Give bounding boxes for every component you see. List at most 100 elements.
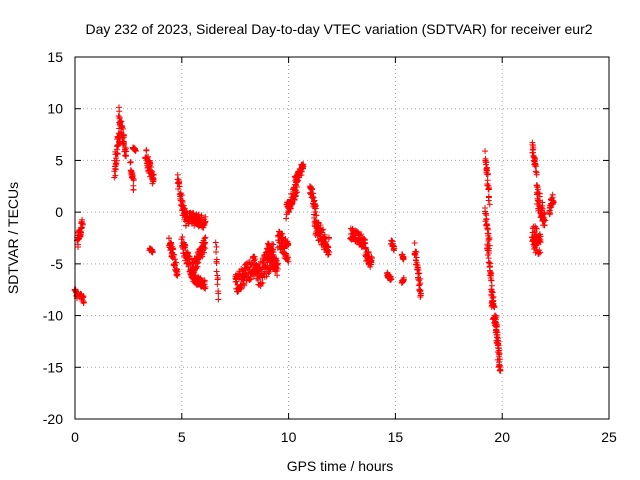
data-point xyxy=(494,337,501,344)
y-tick-label: -20 xyxy=(43,411,63,427)
data-point xyxy=(536,250,543,257)
data-point xyxy=(120,139,127,146)
y-tick-label: -15 xyxy=(43,359,63,375)
data-point xyxy=(175,186,182,193)
data-point xyxy=(201,235,208,242)
data-point xyxy=(497,367,504,374)
data-point xyxy=(321,231,328,238)
data-point xyxy=(485,237,492,244)
data-point xyxy=(486,263,493,270)
data-point xyxy=(178,192,185,199)
data-point xyxy=(129,173,136,180)
data-point xyxy=(179,199,186,206)
data-point xyxy=(485,194,492,201)
data-point xyxy=(150,171,157,178)
x-tick-label: 25 xyxy=(601,429,617,445)
data-point xyxy=(213,260,220,267)
data-point xyxy=(170,246,177,253)
data-point xyxy=(482,148,489,155)
data-point xyxy=(492,312,499,319)
chart-title: Day 232 of 2023, Sidereal Day-to-day VTE… xyxy=(85,21,592,37)
data-point xyxy=(413,248,420,255)
data-point xyxy=(537,239,544,246)
data-point xyxy=(413,259,420,266)
data-point xyxy=(533,225,540,232)
data-point xyxy=(174,171,181,178)
data-point xyxy=(325,234,332,241)
data-point xyxy=(115,112,122,119)
data-point xyxy=(495,338,502,345)
data-point xyxy=(540,216,547,223)
y-tick-label: 0 xyxy=(55,204,63,220)
data-point xyxy=(113,157,120,164)
data-point xyxy=(534,186,541,193)
data-point xyxy=(80,293,87,299)
data-point xyxy=(400,274,407,281)
data-point xyxy=(486,201,493,208)
data-point xyxy=(417,280,424,287)
data-point xyxy=(549,194,556,201)
data-point xyxy=(388,276,395,283)
data-point xyxy=(80,299,87,306)
data-point xyxy=(362,239,369,246)
data-point xyxy=(294,178,301,185)
data-point xyxy=(202,234,209,241)
data-point xyxy=(270,251,277,258)
y-tick-label: -5 xyxy=(51,256,64,272)
data-point xyxy=(486,236,493,243)
data-point xyxy=(294,184,301,191)
data-point xyxy=(491,304,498,311)
data-point xyxy=(198,212,205,219)
data-point xyxy=(285,241,292,248)
data-point xyxy=(400,254,407,261)
y-tick-label: 10 xyxy=(47,101,63,117)
data-point xyxy=(535,190,542,197)
data-point xyxy=(533,163,540,170)
data-point xyxy=(213,243,220,250)
data-point xyxy=(541,210,548,217)
data-point xyxy=(112,172,119,179)
data-point xyxy=(123,145,130,152)
data-point xyxy=(195,259,202,266)
data-point xyxy=(485,186,492,193)
data-point xyxy=(496,364,503,371)
data-point xyxy=(489,289,496,296)
data-point xyxy=(165,235,172,242)
axis-ticks: 0 5 10 15 20 25 -20 -15 -10 -5 0 5 10 15 xyxy=(43,49,617,445)
data-point xyxy=(496,356,503,363)
data-point xyxy=(173,259,180,266)
data-point xyxy=(115,142,122,149)
data-point xyxy=(176,180,183,187)
data-point xyxy=(530,146,537,153)
data-point xyxy=(241,282,248,289)
data-point xyxy=(541,222,548,229)
x-tick-label: 20 xyxy=(494,429,510,445)
data-point xyxy=(170,251,177,258)
data-point xyxy=(416,277,423,284)
x-axis-label: GPS time / hours xyxy=(287,458,394,474)
x-tick-label: 10 xyxy=(281,429,297,445)
data-point xyxy=(320,226,327,233)
data-point xyxy=(132,148,139,155)
data-point xyxy=(234,288,241,295)
y-tick-label: 5 xyxy=(55,152,63,168)
data-point xyxy=(485,249,492,256)
data-point xyxy=(283,215,290,222)
data-point xyxy=(488,292,495,299)
data-point xyxy=(237,285,244,292)
data-point xyxy=(182,242,189,249)
data-point xyxy=(214,281,221,288)
data-point xyxy=(149,249,156,256)
data-point xyxy=(174,270,181,277)
data-point xyxy=(268,245,275,252)
data-point xyxy=(201,221,208,228)
data-point xyxy=(485,230,492,237)
y-tick-label: -10 xyxy=(43,308,63,324)
data-point xyxy=(201,285,208,292)
data-point xyxy=(536,193,543,200)
data-point xyxy=(172,262,179,269)
data-point xyxy=(292,192,299,199)
x-tick-label: 15 xyxy=(388,429,404,445)
data-point xyxy=(298,172,305,179)
